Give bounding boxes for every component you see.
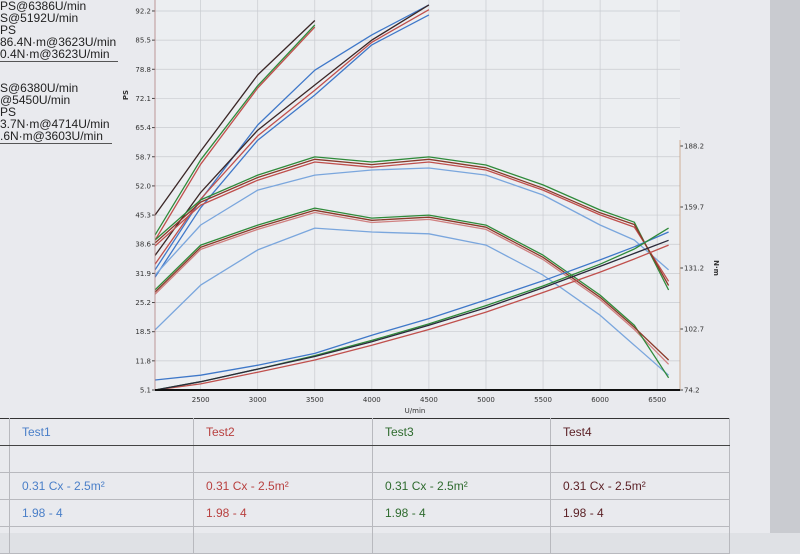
series-line-test3: [155, 156, 670, 291]
cell: [550, 445, 730, 473]
cell: 1.98 - 4: [372, 499, 551, 527]
x-axis-label: U/min: [405, 407, 426, 415]
summary-line: 3.7N·m@4714U/min: [0, 117, 110, 131]
header-test1: Test1: [9, 418, 194, 446]
y-left-tick-label: 85.5: [135, 37, 151, 45]
y-right-tick-label: 159.7: [684, 203, 704, 211]
y-left-tick-label: 72.1: [135, 95, 151, 103]
axes: 5.1 11.8 18.5 25.2 31.9 38.6 45.3 52.0 58.7 65.4 7…: [135, 0, 704, 404]
y-left-tick-label: 5.1: [140, 387, 151, 395]
series-line-test4: [155, 239, 669, 390]
x-tick-label: 6500: [648, 396, 666, 404]
series-line-test4: [155, 158, 670, 286]
series-line-test4: [155, 4, 430, 256]
cell: 1.98 - 4: [9, 499, 194, 527]
y-left-tick-label: 65.4: [135, 124, 151, 132]
header-test4: Test4: [550, 418, 730, 446]
summary-line: PS@6386U/min: [0, 0, 87, 13]
cell: 0.31 Cx - 2.5m²: [193, 472, 373, 500]
summary-line: PS: [0, 105, 17, 119]
y-left-tick-label: 52.0: [135, 182, 151, 190]
series-line-test4: [155, 20, 316, 216]
x-tick-label: 3000: [249, 396, 267, 404]
summary-line: .6N·m@3603U/min: [0, 129, 103, 143]
x-tick-label: 4500: [420, 396, 438, 404]
series-line-test2: [155, 211, 670, 365]
series-line-test2: [155, 9, 430, 265]
series-lines: [155, 5, 669, 390]
x-tick-label: 3500: [306, 396, 324, 404]
cell: [372, 445, 551, 473]
x-tick-label: 2500: [192, 396, 210, 404]
y-left-tick-label: 58.7: [135, 153, 151, 161]
y-left-tick-label: 92.2: [135, 7, 151, 15]
y-right-tick-label: 131.2: [684, 264, 704, 272]
table-row: 1.98 - 4 1.98 - 4 1.98 - 4 1.98 - 4: [0, 499, 730, 527]
x-tick-label: 6000: [591, 396, 609, 404]
cell: 0.31 Cx - 2.5m²: [9, 472, 194, 500]
y-left-tick-label: 31.9: [135, 270, 151, 278]
series-line-test1: [155, 231, 669, 381]
y-left-tick-label: 11.8: [135, 357, 151, 365]
header-test2: Test2: [193, 418, 373, 446]
x-tick-label: 4000: [363, 396, 381, 404]
divider: [0, 143, 112, 144]
x-tick-label: 5000: [477, 396, 495, 404]
table-row: [0, 526, 730, 554]
table-header-row: Test1 Test2 Test3 Test4: [0, 418, 730, 446]
cell: 1.98 - 4: [550, 499, 730, 527]
cell: 0.31 Cx - 2.5m²: [372, 472, 551, 500]
cell: 1.98 - 4: [193, 499, 373, 527]
series-line-test1: [155, 167, 670, 276]
summary-line: 0.4N·m@3623U/min: [0, 47, 110, 61]
y-left-tick-label: 18.5: [135, 328, 151, 336]
summary-line: 86.4N·m@3623U/min: [0, 35, 117, 49]
summary-line: PS: [0, 23, 17, 37]
table-row: [0, 445, 730, 473]
summary-line: @5450U/min: [0, 93, 71, 107]
series-line-test4: [155, 209, 670, 361]
header-test3: Test3: [372, 418, 551, 446]
table-row: 0.31 Cx - 2.5m² 0.31 Cx - 2.5m² 0.31 Cx …: [0, 472, 730, 500]
plot-area: [155, 0, 680, 390]
y-left-tick-label: 45.3: [135, 212, 151, 220]
x-tick-label: 5500: [534, 396, 552, 404]
series-line-test1: [155, 227, 670, 376]
paper-edge: [770, 0, 800, 533]
y-right-label: N·m: [712, 260, 720, 276]
summary-line: S@5192U/min: [0, 11, 79, 25]
divider: [0, 61, 118, 62]
y-right-tick-label: 188.2: [684, 142, 704, 150]
series-line-test3: [155, 207, 670, 379]
series-line-test2: [155, 244, 669, 390]
y-left-tick-label: 38.6: [135, 241, 151, 249]
cell: 0.31 Cx - 2.5m²: [550, 472, 730, 500]
dyno-chart: 5.1 11.8 18.5 25.2 31.9 38.6 45.3 52.0 58.7 65.4 7…: [122, 0, 720, 415]
summary-line: S@6380U/min: [0, 81, 79, 95]
y-left-tick-label: 78.8: [135, 66, 151, 74]
results-table: Test1 Test2 Test3 Test4 0.31 Cx - 2.5m² …: [0, 418, 730, 554]
series-line-test2: [155, 161, 670, 282]
y-left-label: PS: [122, 90, 130, 100]
cell: [9, 445, 194, 473]
grid: [155, 0, 680, 391]
series-line-test1: [155, 14, 430, 278]
y-right-tick-label: 102.7: [684, 325, 704, 333]
y-right-tick-label: 74.2: [684, 387, 700, 395]
cell: [193, 445, 373, 473]
y-left-tick-label: 25.2: [135, 299, 151, 307]
